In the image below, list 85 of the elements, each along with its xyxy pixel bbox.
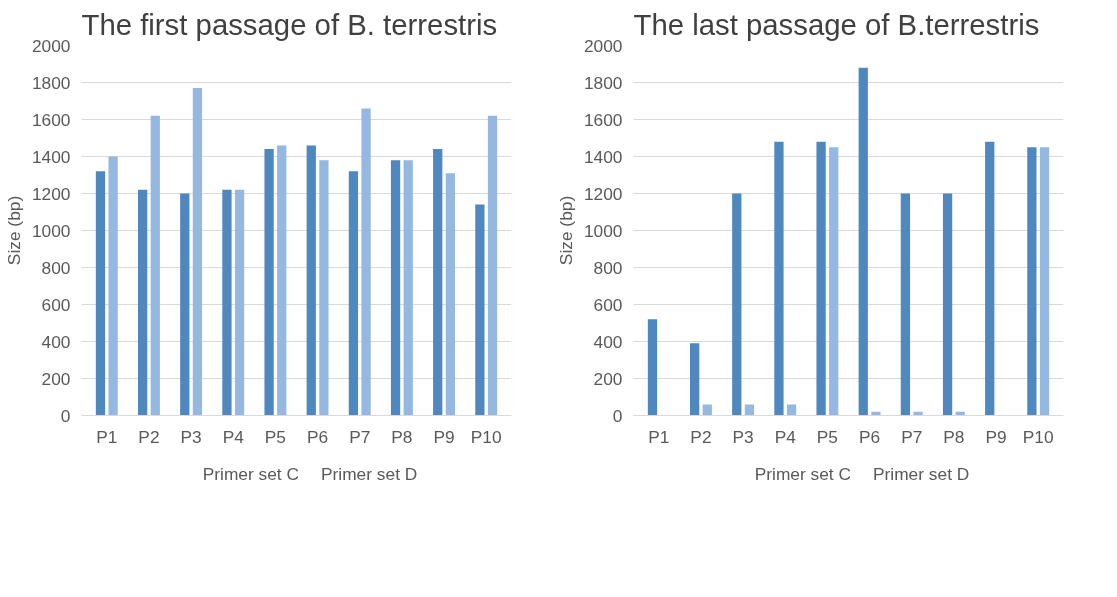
text: Primer set C xyxy=(754,463,851,485)
x-tick-label: P1 xyxy=(648,426,670,447)
x-tick-label: P10 xyxy=(1022,426,1054,447)
x-tick-label: P4 xyxy=(774,426,797,447)
x-tick-label: P2 xyxy=(690,426,712,447)
y-tick-label: 1000 xyxy=(31,220,71,241)
bar xyxy=(433,149,443,416)
y-tick-label: 2000 xyxy=(31,35,71,56)
x-tick-label: P9 xyxy=(433,426,455,447)
y-tick-label: 1800 xyxy=(583,72,623,93)
y-tick-label: 1600 xyxy=(31,109,71,130)
x-tick-label: P5 xyxy=(264,426,287,447)
y-tick-label: 2000 xyxy=(583,35,623,56)
bar xyxy=(1039,147,1050,416)
chart-title: The first passage of B. terrestris xyxy=(81,7,498,41)
bar xyxy=(786,404,797,416)
bar xyxy=(277,145,287,416)
y-tick-label: 600 xyxy=(41,294,71,315)
bar xyxy=(816,141,826,416)
bar xyxy=(348,171,359,416)
bar xyxy=(985,141,995,416)
x-tick-label: P8 xyxy=(943,426,965,447)
y-tick-label: 600 xyxy=(593,294,623,315)
x-tick-label: P6 xyxy=(858,426,881,447)
text: Primer set D xyxy=(873,463,970,485)
x-tick-label: P9 xyxy=(985,426,1007,447)
y-tick-label: 1400 xyxy=(583,146,623,167)
bar xyxy=(390,160,401,416)
bar xyxy=(95,171,106,416)
y-tick-label: 1800 xyxy=(31,72,71,93)
bar xyxy=(702,404,712,416)
bar xyxy=(942,193,953,416)
y-tick-label: 800 xyxy=(41,257,71,278)
bar xyxy=(108,156,118,416)
y-tick-label: 1200 xyxy=(31,183,71,204)
bar xyxy=(264,149,274,416)
bar xyxy=(403,160,413,416)
text: Primer set C xyxy=(202,463,299,485)
x-tick-label: P8 xyxy=(391,426,413,447)
chart-title: The last passage of B.terrestris xyxy=(633,7,1040,41)
x-tick-label: P1 xyxy=(96,426,118,447)
y-tick-label: 0 xyxy=(60,405,71,426)
y-tick-label: 1200 xyxy=(583,183,623,204)
x-tick-label: P7 xyxy=(901,426,923,447)
bar xyxy=(137,189,148,416)
y-tick-label: 800 xyxy=(593,257,623,278)
y-tick-label: 1000 xyxy=(583,220,623,241)
y-tick-label: 200 xyxy=(41,368,71,389)
y-tick-label: 200 xyxy=(593,368,623,389)
bar xyxy=(732,193,742,416)
bar xyxy=(222,189,232,416)
bar xyxy=(361,108,371,416)
x-tick-label: P3 xyxy=(180,426,202,447)
bar xyxy=(774,141,784,416)
x-tick-label: P5 xyxy=(816,426,839,447)
bar xyxy=(319,160,329,416)
bar xyxy=(192,88,203,416)
bar xyxy=(180,193,190,416)
bar xyxy=(306,145,316,416)
bar xyxy=(900,193,911,416)
x-tick-label: P4 xyxy=(222,426,245,447)
bar xyxy=(647,319,658,416)
x-tick-label: P3 xyxy=(732,426,754,447)
bar xyxy=(744,404,755,416)
bar xyxy=(1027,147,1037,416)
text: Primer set D xyxy=(321,463,418,485)
y-axis-title: Size (bp) xyxy=(555,195,576,266)
y-tick-label: 400 xyxy=(41,331,71,352)
x-tick-label: P6 xyxy=(306,426,329,447)
y-tick-label: 0 xyxy=(612,405,623,426)
x-tick-label: P10 xyxy=(470,426,502,447)
bar xyxy=(475,204,485,416)
y-tick-label: 1600 xyxy=(583,109,623,130)
y-tick-label: 1400 xyxy=(31,146,71,167)
bar xyxy=(150,115,160,416)
x-tick-label: P2 xyxy=(138,426,160,447)
bar xyxy=(487,115,498,416)
x-tick-label: P7 xyxy=(349,426,371,447)
bar xyxy=(689,343,700,416)
bar xyxy=(829,147,839,416)
bar xyxy=(858,67,868,416)
bar xyxy=(234,189,245,416)
y-tick-label: 400 xyxy=(593,331,623,352)
bar xyxy=(445,173,456,416)
y-axis-title: Size (bp) xyxy=(3,195,24,266)
